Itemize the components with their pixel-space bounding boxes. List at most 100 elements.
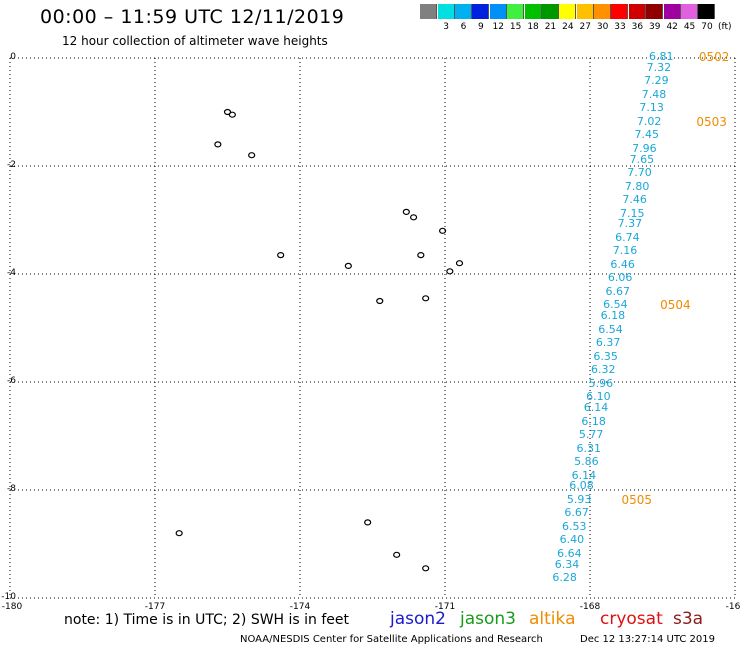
legend-swatch	[420, 4, 438, 19]
legend-item: 12	[489, 4, 507, 32]
legend-item: 3	[437, 4, 455, 32]
legend-label: 21	[544, 22, 557, 32]
longitude-tick-label: -177	[144, 602, 166, 612]
swh-reading: 5.93	[566, 492, 592, 506]
swh-reading: 6.53	[562, 519, 587, 533]
swh-reading: 6.67	[564, 506, 589, 520]
mission-label: jason3	[460, 609, 516, 629]
legend-item: 18	[524, 4, 542, 32]
swh-reading: 7.46	[622, 193, 647, 207]
swh-reading: 7.80	[624, 179, 650, 193]
swh-reading: 7.02	[636, 114, 662, 128]
swh-reading: 7.45	[634, 128, 660, 142]
legend-item: 27	[576, 4, 594, 32]
legend-label: 30	[596, 22, 609, 32]
latitude-tick-label: -10	[1, 592, 16, 602]
legend-item: 36	[628, 4, 646, 32]
legend-swatch	[628, 4, 646, 19]
swh-reading: 6.54	[598, 322, 623, 336]
legend-item: 15	[507, 4, 525, 32]
latitude-tick-label: -6	[7, 376, 16, 386]
legend-swatch	[472, 4, 490, 19]
swh-reading: 6.18	[600, 309, 626, 323]
legend-label: 24	[562, 22, 574, 32]
swh-reading: 7.48	[641, 87, 667, 101]
map-canvas	[9, 57, 736, 599]
swh-reading: 7.96	[632, 141, 657, 155]
legend-swatch	[541, 4, 559, 19]
swh-reading: 6.54	[603, 298, 628, 312]
map-plot-area	[9, 57, 736, 599]
island-outline	[438, 227, 447, 234]
longitude-tick-label: -16	[725, 602, 740, 612]
swh-reading: 6.06	[607, 271, 633, 285]
legend-label: 39	[649, 22, 661, 32]
legend-swatch	[646, 4, 664, 19]
island-outline	[248, 152, 256, 159]
island-outline	[175, 530, 183, 537]
island-outline	[409, 214, 418, 221]
legend-label: 42	[666, 22, 678, 32]
island-outline	[455, 260, 464, 267]
island-outline	[446, 268, 454, 275]
legend-label: 36	[631, 22, 644, 32]
legend-label: 12	[492, 22, 504, 32]
swh-reading: 6.08	[569, 479, 594, 493]
mission-label: cryosat	[600, 609, 663, 629]
legend-swatch	[611, 4, 629, 19]
island-outline	[277, 252, 285, 259]
swh-reading: 6.64	[557, 546, 582, 560]
legend-swatch	[489, 4, 507, 19]
legend-swatch	[559, 4, 577, 19]
island-outline	[228, 111, 236, 118]
mission-label: s3a	[673, 609, 704, 629]
legend-item: 9	[472, 4, 490, 32]
island-outline	[393, 551, 401, 558]
swh-reading: 6.37	[595, 336, 621, 350]
island-outline	[364, 519, 372, 526]
legend-swatch	[594, 4, 612, 19]
mission-label: altika	[529, 609, 576, 629]
island-outline	[344, 262, 352, 269]
legend-item: 42	[663, 4, 681, 32]
legend-label: 18	[527, 22, 539, 32]
legend-unit: (ft)	[718, 22, 732, 32]
legend-item: 6	[454, 4, 472, 32]
swh-reading: 7.37	[617, 217, 643, 231]
swh-reading: 6.81	[649, 50, 674, 63]
legend-swatch	[663, 4, 681, 19]
legend-swatch	[524, 4, 542, 19]
swh-reading: 5.96	[588, 376, 614, 390]
longitude-tick-label: -168	[579, 602, 601, 612]
legend-item	[420, 4, 438, 32]
swh-reading: 6.18	[581, 414, 606, 428]
swh-reading: 6.34	[554, 557, 580, 571]
swh-reading: 6.10	[586, 390, 611, 404]
swh-reading: 6.74	[615, 230, 640, 244]
longitude-tick-label: -174	[289, 602, 311, 612]
mission-label: jason2	[390, 609, 446, 629]
legend-item: 45	[681, 4, 699, 32]
swh-reading: 5.77	[578, 428, 604, 441]
swh-reading: 6.40	[559, 533, 585, 547]
legend-label: 27	[579, 22, 591, 32]
legend-label: 6	[460, 22, 467, 32]
island-outline	[422, 295, 430, 302]
swh-reading: 6.31	[576, 441, 602, 455]
swh-reading: 6.67	[605, 284, 631, 298]
swh-reading: 7.70	[627, 166, 652, 180]
swh-reading: 6.28	[552, 571, 577, 585]
swh-reading: 6.35	[593, 349, 618, 363]
wave-height-color-legend: 3 6 9 12 15 18 21 24 27 30 33 36 39 42 45 70	[420, 4, 716, 32]
longitude-tick-label: -180	[1, 602, 23, 612]
legend-swatch	[681, 4, 699, 19]
longitude-tick-label: -171	[434, 602, 456, 612]
legend-label: 9	[478, 22, 484, 32]
legend-swatch	[437, 4, 455, 19]
island-outline	[214, 141, 222, 148]
pass-time-label: 0502	[698, 50, 730, 64]
island-outline	[417, 252, 425, 259]
latitude-tick-label: -4	[7, 268, 16, 278]
footer-note: note: 1) Time is in UTC; 2) SWH is in fe…	[64, 612, 350, 628]
legend-item: 30	[594, 4, 612, 32]
